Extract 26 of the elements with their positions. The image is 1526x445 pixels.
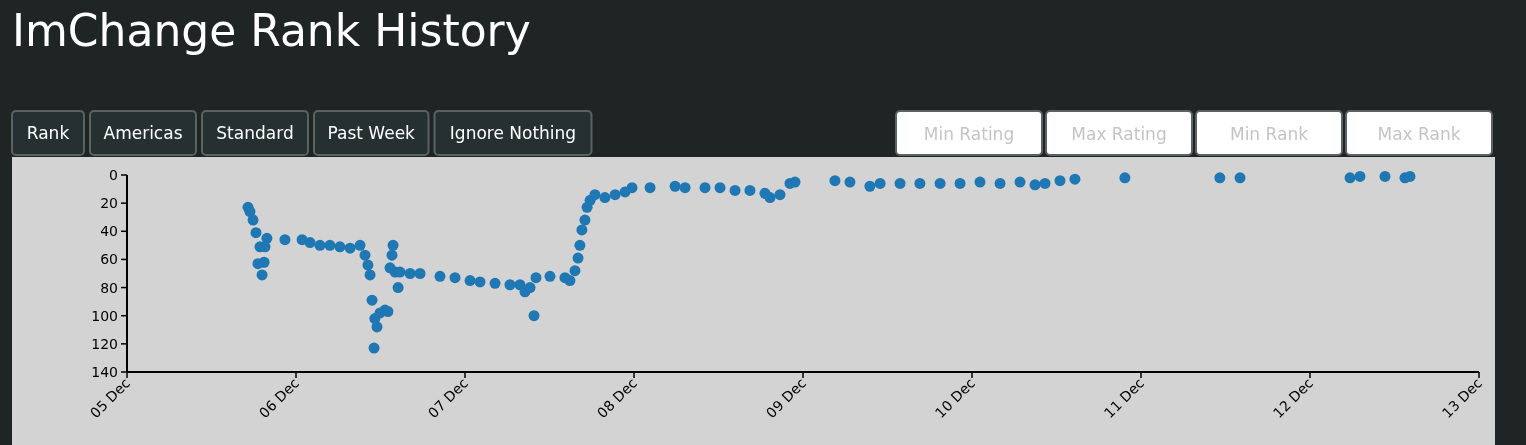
- y-tick-label: 40: [100, 223, 118, 240]
- text-field: Min Rating: [895, 110, 1043, 156]
- y-tick-label: 20: [100, 195, 118, 212]
- button: Americas: [89, 110, 197, 156]
- y-tick-label: 80: [100, 279, 118, 296]
- y-tick-label: 140: [91, 364, 118, 380]
- x-tick-label: 10 Dec: [931, 374, 979, 422]
- button: Standard: [201, 110, 309, 156]
- text-field: Max Rating: [1045, 110, 1193, 156]
- x-tick-label: 08 Dec: [593, 374, 641, 422]
- text-field: Min Rank: [1195, 110, 1343, 156]
- x-tick-label: 11 Dec: [1100, 374, 1148, 422]
- y-tick-label: 60: [100, 251, 118, 268]
- text-field: Max Rank: [1345, 110, 1493, 156]
- y-tick-label: 120: [91, 335, 118, 352]
- x-tick-label: 13 Dec: [1438, 374, 1486, 422]
- x-tick-label: 09 Dec: [762, 374, 810, 422]
- y-tick-label: 100: [91, 307, 118, 324]
- x-tick-label: 06 Dec: [255, 374, 303, 422]
- x-tick-label: 07 Dec: [424, 374, 472, 422]
- button: Past Week: [313, 110, 430, 156]
- y-tick-label: 0: [109, 167, 118, 183]
- x-tick-label: 12 Dec: [1269, 374, 1317, 422]
- button: Rank: [11, 110, 85, 156]
- chart-title: ImChange Rank History: [12, 5, 531, 56]
- button: Ignore Nothing: [433, 110, 593, 156]
